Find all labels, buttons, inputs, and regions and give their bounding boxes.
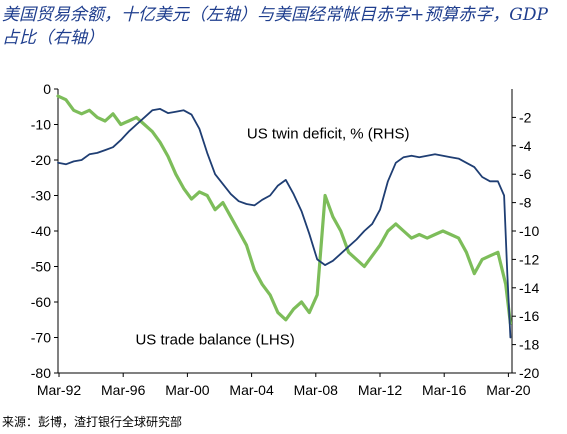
left-tick-label: -70 — [31, 330, 51, 346]
right-tick-label: -8 — [519, 195, 532, 211]
right-tick-label: -14 — [519, 280, 539, 296]
right-tick-label: -12 — [519, 251, 539, 267]
x-tick-label: Mar-20 — [486, 382, 531, 398]
left-tick-label: 0 — [43, 81, 51, 97]
twin-deficit-line — [57, 108, 512, 339]
right-tick-label: -2 — [519, 109, 532, 125]
trade-balance-label: US trade balance (LHS) — [135, 331, 294, 348]
right-tick-label: -16 — [519, 308, 539, 324]
right-tick-label: -10 — [519, 223, 539, 239]
x-tick-label: Mar-92 — [37, 382, 82, 398]
left-tick-label: -40 — [31, 223, 51, 239]
left-tick-label: -20 — [31, 152, 51, 168]
left-tick-label: -10 — [31, 117, 51, 133]
chart-title: 美国贸易余额，十亿美元（左轴）与美国经常帐目赤字+预算赤字，GDP 占比（右轴） — [2, 5, 548, 48]
x-tick-label: Mar-00 — [165, 382, 210, 398]
x-tick-label: Mar-16 — [422, 382, 467, 398]
right-tick-label: -4 — [519, 138, 532, 154]
x-tick-label: Mar-04 — [229, 382, 274, 398]
trade-balance-line — [56, 94, 512, 325]
axes: 0 -10 -20 -30 -40 -50 -60 -70 -80 -2 -4 -6 -8 -10 -12 -… — [31, 81, 540, 398]
x-tick-label: Mar-96 — [101, 382, 146, 398]
left-tick-label: -50 — [31, 259, 51, 275]
twin-deficit-label: US twin deficit, % (RHS) — [247, 125, 410, 142]
right-tick-label: -6 — [519, 166, 532, 182]
left-tick-label: -80 — [31, 365, 51, 381]
x-tick-label: Mar-12 — [358, 382, 403, 398]
left-tick-label: -30 — [31, 188, 51, 204]
right-tick-label: -20 — [519, 365, 539, 381]
right-tick-label: -18 — [519, 337, 539, 353]
left-tick-label: -60 — [31, 294, 51, 310]
source-note: 来源：彭博，渣打银行全球研究部 — [2, 415, 183, 429]
series-lines — [56, 94, 512, 339]
x-tick-label: Mar-08 — [294, 382, 339, 398]
annotations: US twin deficit, % (RHS) US trade balance… — [135, 125, 409, 348]
